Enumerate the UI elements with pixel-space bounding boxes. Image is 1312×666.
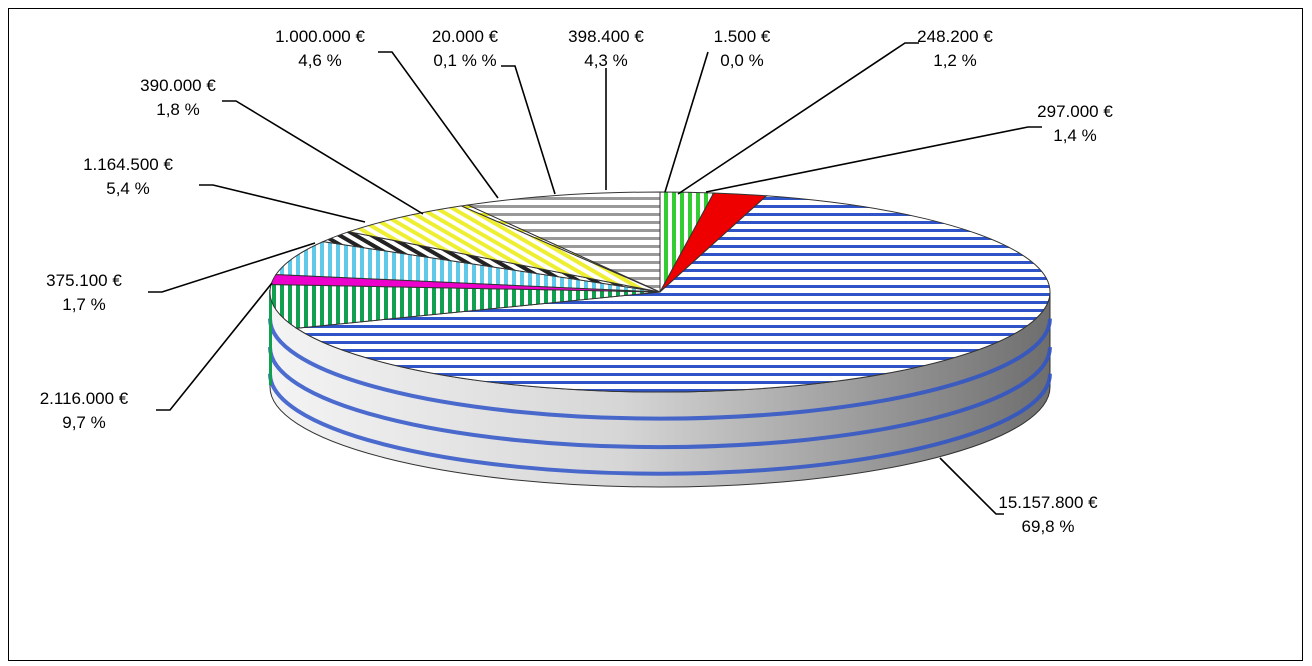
pie-slice-2-116-000 xyxy=(269,283,661,329)
value-label-248-200: 248.200 € xyxy=(917,27,993,46)
leader-line-1-500 xyxy=(664,51,709,193)
value-label-2-116-000: 2.116.000 € xyxy=(40,389,129,408)
pie-slice-1-000-000 xyxy=(346,205,661,293)
leader-line-248-200 xyxy=(677,42,919,195)
pie-side-stripe-3 xyxy=(268,373,1052,476)
leader-line-1-000-000 xyxy=(378,51,499,199)
pie-side-green-edge xyxy=(269,290,272,385)
pie-slice-15-157-800 xyxy=(295,195,1051,393)
pie-slice-1-164-500 xyxy=(275,241,661,293)
leader-lines xyxy=(148,42,1042,515)
pie-slice-398-400 xyxy=(466,191,661,293)
percent-label-390-000: 1,8 % xyxy=(156,100,199,119)
pie-slices xyxy=(269,191,1051,393)
leader-line-1-164-500 xyxy=(199,184,366,223)
value-label-390-000: 390.000 € xyxy=(140,76,216,95)
percent-label-1-164-500: 5,4 % xyxy=(106,179,149,198)
value-label-375-100: 375.100 € xyxy=(46,271,122,290)
leader-line-375-100 xyxy=(148,242,316,293)
percent-label-398-400: 4,3 % xyxy=(584,51,627,70)
leader-line-297-000 xyxy=(705,126,1042,193)
leader-line-2-116-000 xyxy=(156,282,273,411)
value-label-1-164-500: 1.164.500 € xyxy=(83,155,173,174)
pie-side-stripe-2 xyxy=(268,347,1052,450)
percent-label-1-500: 0,0 % xyxy=(720,51,763,70)
value-label-1-500: 1.500 € xyxy=(714,27,771,46)
leader-line-15-157-800 xyxy=(939,457,1004,515)
percent-label-1-000-000: 4,6 % xyxy=(298,51,341,70)
percent-label-15-157-800: 69,8 % xyxy=(1022,517,1075,536)
percent-label-248-200: 1,2 % xyxy=(933,51,976,70)
percent-label-2-116-000: 9,7 % xyxy=(62,413,105,432)
leader-line-20-000 xyxy=(501,65,556,195)
data-labels: 1.500 € 0,0 % 248.200 € 1,2 % 297.000 € 1,4 %… xyxy=(40,27,1114,536)
percent-label-297-000: 1,4 % xyxy=(1053,126,1096,145)
value-label-297-000: 297.000 € xyxy=(1037,102,1113,121)
percent-label-375-100: 1,7 % xyxy=(62,295,105,314)
value-label-1-000-000: 1.000.000 € xyxy=(275,27,365,46)
value-label-20-000: 20.000 € xyxy=(432,27,499,46)
value-label-15-157-800: 15.157.800 € xyxy=(998,493,1098,512)
pie-side-stripe-1 xyxy=(268,318,1052,421)
percent-label-20-000: 0,1 % % xyxy=(433,51,496,70)
leader-line-390-000 xyxy=(222,100,424,215)
value-label-398-400: 398.400 € xyxy=(568,27,644,46)
